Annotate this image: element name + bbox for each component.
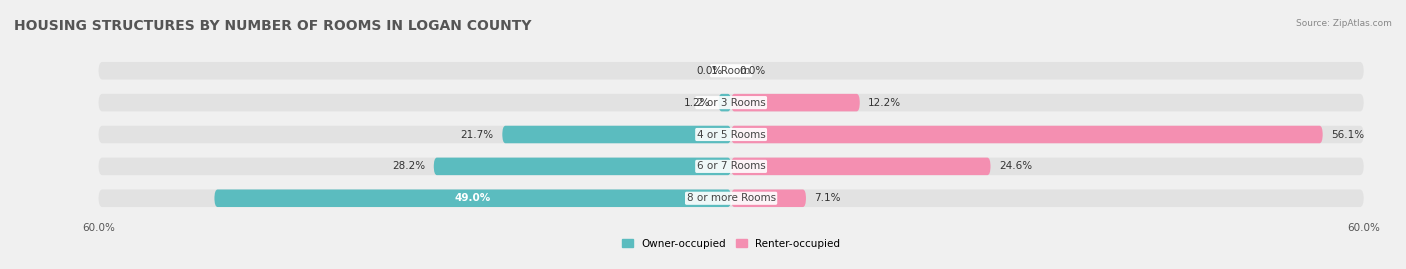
FancyBboxPatch shape bbox=[502, 126, 731, 143]
FancyBboxPatch shape bbox=[731, 126, 1323, 143]
Text: 1.2%: 1.2% bbox=[683, 98, 710, 108]
FancyBboxPatch shape bbox=[718, 94, 731, 111]
Text: 4 or 5 Rooms: 4 or 5 Rooms bbox=[697, 129, 765, 140]
FancyBboxPatch shape bbox=[433, 158, 731, 175]
Text: Source: ZipAtlas.com: Source: ZipAtlas.com bbox=[1296, 19, 1392, 28]
FancyBboxPatch shape bbox=[98, 94, 1364, 111]
Text: 28.2%: 28.2% bbox=[392, 161, 425, 171]
FancyBboxPatch shape bbox=[98, 158, 1364, 175]
FancyBboxPatch shape bbox=[98, 126, 1364, 143]
Text: 0.0%: 0.0% bbox=[740, 66, 766, 76]
Text: 49.0%: 49.0% bbox=[454, 193, 491, 203]
FancyBboxPatch shape bbox=[214, 189, 731, 207]
Text: 1 Room: 1 Room bbox=[711, 66, 751, 76]
Text: 2 or 3 Rooms: 2 or 3 Rooms bbox=[697, 98, 765, 108]
Text: 7.1%: 7.1% bbox=[814, 193, 841, 203]
Text: 56.1%: 56.1% bbox=[1331, 129, 1364, 140]
Legend: Owner-occupied, Renter-occupied: Owner-occupied, Renter-occupied bbox=[619, 235, 844, 253]
FancyBboxPatch shape bbox=[731, 94, 859, 111]
Text: HOUSING STRUCTURES BY NUMBER OF ROOMS IN LOGAN COUNTY: HOUSING STRUCTURES BY NUMBER OF ROOMS IN… bbox=[14, 19, 531, 33]
Text: 6 or 7 Rooms: 6 or 7 Rooms bbox=[697, 161, 765, 171]
FancyBboxPatch shape bbox=[98, 62, 1364, 80]
FancyBboxPatch shape bbox=[98, 189, 1364, 207]
Text: 24.6%: 24.6% bbox=[998, 161, 1032, 171]
Text: 0.0%: 0.0% bbox=[696, 66, 723, 76]
FancyBboxPatch shape bbox=[731, 189, 806, 207]
Text: 21.7%: 21.7% bbox=[461, 129, 494, 140]
FancyBboxPatch shape bbox=[731, 158, 990, 175]
Text: 8 or more Rooms: 8 or more Rooms bbox=[686, 193, 776, 203]
Text: 12.2%: 12.2% bbox=[868, 98, 901, 108]
